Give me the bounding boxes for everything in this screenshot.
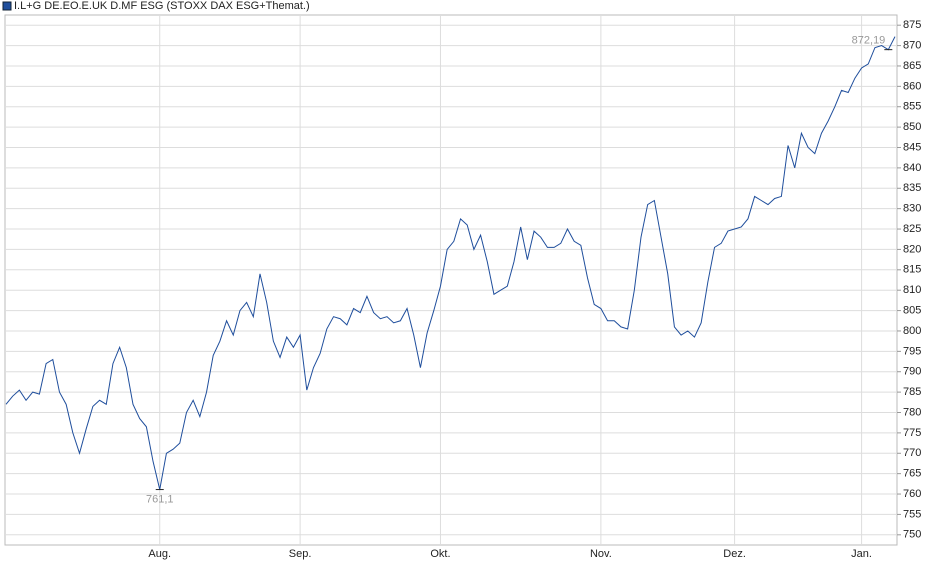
y-tick-label: 815 xyxy=(903,264,921,276)
y-tick-label: 875 xyxy=(903,19,921,31)
y-tick-label: 755 xyxy=(903,508,921,520)
y-tick-label: 860 xyxy=(903,80,921,92)
y-tick-label: 835 xyxy=(903,182,921,194)
x-tick-label: Nov. xyxy=(590,548,612,560)
y-tick-label: 825 xyxy=(903,223,921,235)
y-tick-label: 765 xyxy=(903,468,921,480)
x-tick-label: Sep. xyxy=(289,548,312,560)
legend-label: I.L+G DE.EO.E.UK D.MF ESG (STOXX DAX ESG… xyxy=(14,0,310,12)
y-tick-label: 750 xyxy=(903,529,921,541)
y-tick-label: 790 xyxy=(903,366,921,378)
y-tick-label: 830 xyxy=(903,203,921,215)
x-tick-label: Dez. xyxy=(723,548,746,560)
x-tick-label: Aug. xyxy=(148,548,171,560)
value-label: 761,1 xyxy=(146,493,174,505)
y-tick-label: 850 xyxy=(903,121,921,133)
y-tick-label: 855 xyxy=(903,101,921,113)
y-tick-label: 770 xyxy=(903,447,921,459)
y-tick-label: 865 xyxy=(903,60,921,72)
line xyxy=(5,36,896,490)
plot-area xyxy=(4,14,898,546)
y-tick-label: 805 xyxy=(903,304,921,316)
y-tick-label: 820 xyxy=(903,243,921,255)
y-tick-label: 780 xyxy=(903,406,921,418)
y-tick-label: 785 xyxy=(903,386,921,398)
y-tick-label: 845 xyxy=(903,141,921,153)
y-tick-label: 795 xyxy=(903,345,921,357)
y-tick-label: 800 xyxy=(903,325,921,337)
y-tick-label: 810 xyxy=(903,284,921,296)
y-tick-label: 775 xyxy=(903,427,921,439)
y-tick-label: 840 xyxy=(903,162,921,174)
x-tick-label: Jan. xyxy=(851,548,872,560)
legend-swatch xyxy=(2,1,12,11)
y-tick-label: 760 xyxy=(903,488,921,500)
y-tick-label: 870 xyxy=(903,39,921,51)
value-label: 872,19 xyxy=(852,35,886,47)
x-tick-label: Okt. xyxy=(430,548,450,560)
